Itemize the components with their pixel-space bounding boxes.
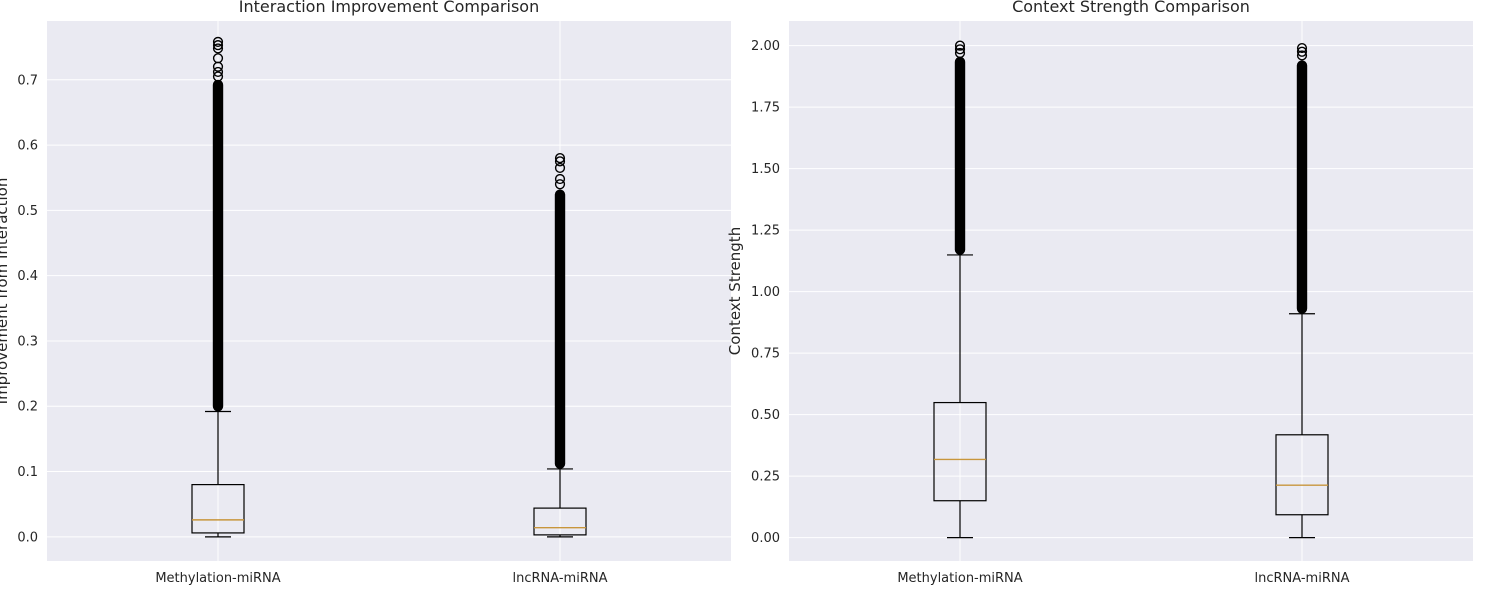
outlier-point <box>554 162 566 174</box>
outlier-point <box>954 47 966 59</box>
y-tick-label: 0.4 <box>17 269 38 284</box>
outlier-point <box>954 44 966 55</box>
x-tick-label: Methylation-miRNA <box>897 571 1022 586</box>
boxplot-methylation-mirna <box>933 40 987 539</box>
outlier-point <box>212 71 224 82</box>
box-iqr <box>1275 434 1329 516</box>
y-tick-label: 0.6 <box>17 139 38 154</box>
outlier-point <box>1296 50 1308 61</box>
y-tick-label: 0.5 <box>17 204 38 219</box>
y-tick-label: 0.00 <box>751 531 780 546</box>
y-tick-label: 2.00 <box>751 39 780 54</box>
outlier-point <box>554 173 566 185</box>
chart-panel-interaction-improvement: 0.0 0.1 0.2 0.3 0.4 0.5 0.6 0.7 Methylation-miRN… <box>0 0 731 586</box>
outlier-point <box>1296 46 1308 57</box>
outlier-column <box>954 56 966 255</box>
boxplots <box>191 36 587 538</box>
box-iqr <box>933 401 987 502</box>
boxplot-lncrna-mirna <box>1275 42 1329 539</box>
boxplot-lncrna-mirna <box>533 153 587 538</box>
outlier-column <box>554 189 566 469</box>
outlier-point <box>212 66 224 78</box>
chart-panel-context-strength: 0.00 0.25 0.50 0.75 1.00 1.25 1.50 1.75 2.00 Meth… <box>726 0 1473 586</box>
tick-labels: 0.0 0.1 0.2 0.3 0.4 0.5 0.6 0.7 Methylation-miRN… <box>17 73 607 586</box>
outlier-column <box>212 79 224 412</box>
boxplot-methylation-mirna <box>191 36 245 538</box>
y-axis-label: Context Strength <box>726 227 744 355</box>
y-axis-label: Improvement from Interaction <box>0 178 11 405</box>
outlier-point <box>554 153 566 164</box>
y-tick-label: 0.25 <box>751 470 780 485</box>
plot-area <box>789 21 1473 561</box>
y-tick-label: 1.25 <box>751 224 780 239</box>
box-iqr <box>191 484 245 534</box>
box-iqr <box>533 507 587 536</box>
y-tick-label: 0.50 <box>751 408 780 423</box>
y-tick-label: 1.75 <box>751 101 780 116</box>
plot-area <box>47 21 731 561</box>
x-tick-label: Methylation-miRNA <box>155 571 280 586</box>
y-tick-label: 0.2 <box>17 400 38 415</box>
outlier-point <box>554 179 566 190</box>
y-tick-label: 1.00 <box>751 285 780 300</box>
y-tick-label: 0.1 <box>17 465 38 480</box>
outlier-point <box>1296 42 1308 54</box>
y-tick-label: 0.3 <box>17 334 38 349</box>
outlier-point <box>212 53 224 64</box>
outlier-point <box>212 43 224 54</box>
x-tick-label: lncRNA-miRNA <box>513 571 608 586</box>
y-tick-label: 0.7 <box>17 73 38 88</box>
outlier-point <box>212 36 224 47</box>
outlier-column <box>1296 60 1308 314</box>
y-tick-label: 1.50 <box>751 162 780 177</box>
boxplots <box>933 40 1329 539</box>
chart-title: Context Strength Comparison <box>1012 0 1250 16</box>
outlier-point <box>212 40 224 51</box>
y-tick-label: 0.0 <box>17 530 38 545</box>
outlier-point <box>554 156 566 167</box>
tick-labels: 0.00 0.25 0.50 0.75 1.00 1.25 1.50 1.75 2.00 Meth… <box>751 39 1350 586</box>
chart-title: Interaction Improvement Comparison <box>239 0 539 16</box>
y-tick-label: 0.75 <box>751 347 780 362</box>
outlier-point <box>954 40 966 51</box>
x-tick-label: lncRNA-miRNA <box>1255 571 1350 586</box>
